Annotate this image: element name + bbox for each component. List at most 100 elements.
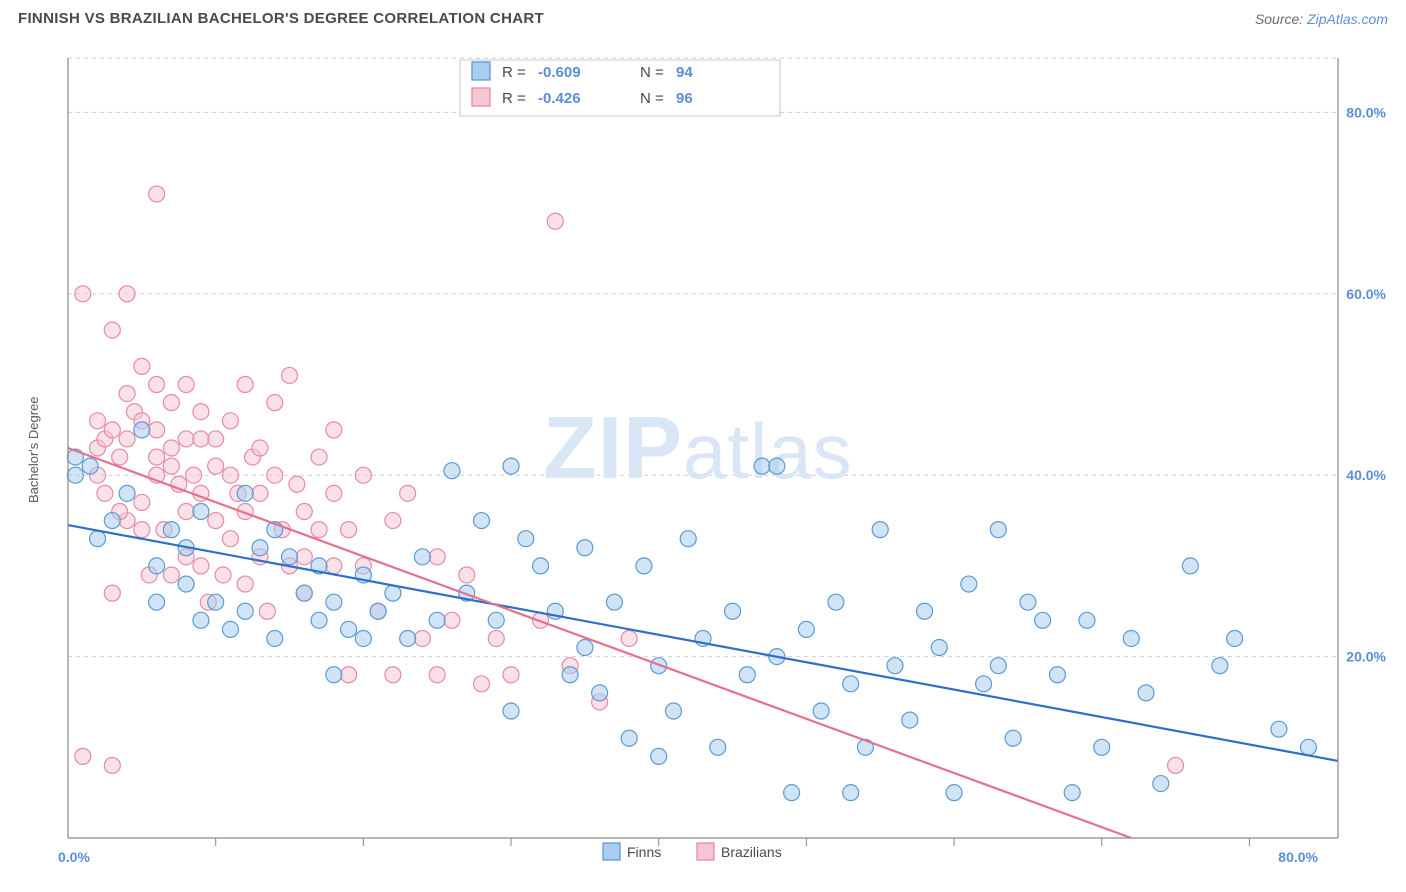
brazilian-point	[429, 667, 445, 683]
watermark: ZIPatlas	[543, 398, 853, 497]
finn-point	[887, 658, 903, 674]
brazilian-point	[296, 549, 312, 565]
finn-point	[636, 558, 652, 574]
source-link[interactable]: ZipAtlas.com	[1307, 11, 1388, 27]
finn-point	[1005, 730, 1021, 746]
y-tick-label: 80.0%	[1346, 104, 1386, 120]
bottom-legend-swatch	[697, 843, 714, 860]
brazilian-point	[178, 377, 194, 393]
legend-r-value: -0.609	[538, 64, 581, 81]
finn-point	[90, 531, 106, 547]
brazilian-point	[547, 213, 563, 229]
finn-point	[311, 612, 327, 628]
brazilian-point	[134, 358, 150, 374]
brazilian-point	[289, 476, 305, 492]
brazilian-point	[326, 422, 342, 438]
finn-point	[222, 621, 238, 637]
legend-n-label: N =	[640, 90, 664, 107]
finn-point	[1049, 667, 1065, 683]
brazilian-point	[208, 458, 224, 474]
finn-point	[651, 748, 667, 764]
chart-header: FINNISH VS BRAZILIAN BACHELOR'S DEGREE C…	[0, 0, 1406, 33]
finn-point	[341, 621, 357, 637]
chart-source: Source: ZipAtlas.com	[1255, 11, 1388, 27]
brazilian-point	[311, 449, 327, 465]
brazilian-point	[326, 485, 342, 501]
y-tick-label: 60.0%	[1346, 286, 1386, 302]
brazilian-trendline	[68, 448, 1131, 838]
brazilian-point	[163, 458, 179, 474]
brazilian-point	[429, 549, 445, 565]
brazilian-point	[149, 186, 165, 202]
finn-point	[710, 739, 726, 755]
chart-area: 20.0%40.0%60.0%80.0%ZIPatlas0.0%80.0%Bac…	[18, 48, 1388, 874]
finn-point	[592, 685, 608, 701]
finn-point	[326, 594, 342, 610]
finn-point	[119, 485, 135, 501]
brazilian-point	[90, 413, 106, 429]
brazilian-point	[326, 558, 342, 574]
brazilian-point	[119, 286, 135, 302]
y-axis-label: Bachelor's Degree	[26, 396, 41, 503]
brazilian-point	[237, 377, 253, 393]
legend-swatch	[472, 62, 490, 80]
brazilian-point	[444, 612, 460, 628]
finn-point	[149, 594, 165, 610]
x-end-label: 80.0%	[1278, 849, 1318, 865]
finn-point	[931, 640, 947, 656]
finn-point	[1079, 612, 1095, 628]
finn-point	[67, 467, 83, 483]
brazilian-point	[163, 440, 179, 456]
finn-point	[813, 703, 829, 719]
finn-point	[326, 667, 342, 683]
finn-point	[828, 594, 844, 610]
legend-n-label: N =	[640, 64, 664, 81]
x-origin-label: 0.0%	[58, 849, 90, 865]
finn-point	[355, 630, 371, 646]
finn-point	[1271, 721, 1287, 737]
finn-point	[606, 594, 622, 610]
finn-point	[577, 640, 593, 656]
finn-point	[902, 712, 918, 728]
brazilian-point	[252, 440, 268, 456]
brazilian-point	[355, 467, 371, 483]
legend-r-label: R =	[502, 64, 526, 81]
brazilian-point	[311, 522, 327, 538]
brazilian-point	[75, 748, 91, 764]
brazilian-point	[222, 531, 238, 547]
finn-point	[872, 522, 888, 538]
finn-point	[518, 531, 534, 547]
brazilian-point	[282, 367, 298, 383]
bottom-legend-swatch	[603, 843, 620, 860]
finn-point	[784, 785, 800, 801]
finn-point	[267, 630, 283, 646]
brazilian-point	[341, 667, 357, 683]
legend-n-value: 96	[676, 90, 693, 107]
brazilian-point	[178, 503, 194, 519]
finn-point	[1035, 612, 1051, 628]
finn-point	[503, 458, 519, 474]
finn-point	[976, 676, 992, 692]
brazilian-point	[163, 395, 179, 411]
finn-point	[990, 522, 1006, 538]
finn-point	[104, 513, 120, 529]
brazilian-point	[1168, 757, 1184, 773]
brazilian-point	[473, 676, 489, 692]
legend-r-value: -0.426	[538, 90, 581, 107]
finn-point	[562, 667, 578, 683]
finn-point	[149, 558, 165, 574]
finn-point	[252, 540, 268, 556]
brazilian-point	[400, 485, 416, 501]
brazilian-point	[104, 322, 120, 338]
finn-point	[1138, 685, 1154, 701]
finn-point	[1182, 558, 1198, 574]
finn-point	[134, 422, 150, 438]
finn-point	[1064, 785, 1080, 801]
finn-point	[237, 485, 253, 501]
brazilian-point	[134, 522, 150, 538]
brazilian-point	[104, 757, 120, 773]
finn-point	[533, 558, 549, 574]
brazilian-point	[222, 467, 238, 483]
finn-point	[843, 785, 859, 801]
y-tick-label: 40.0%	[1346, 467, 1386, 483]
